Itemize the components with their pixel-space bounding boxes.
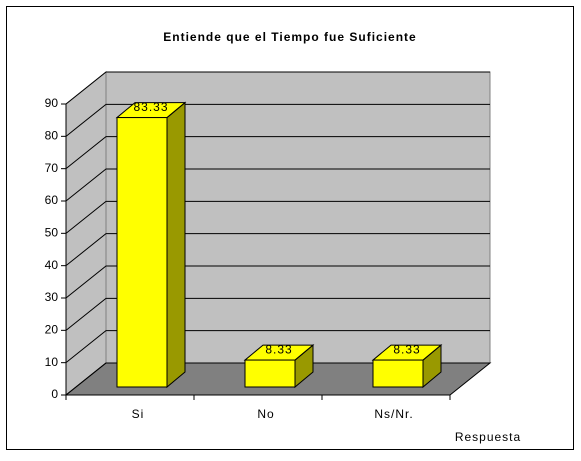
x-axis-label: Respuesta bbox=[455, 430, 521, 444]
grid-line bbox=[65, 362, 490, 396]
y-tick-label: 70 bbox=[45, 161, 59, 175]
bar bbox=[244, 359, 296, 388]
grid-line bbox=[65, 103, 490, 137]
grid-line bbox=[65, 233, 490, 267]
grid-line bbox=[65, 330, 490, 364]
x-tick-label: Si bbox=[132, 407, 145, 421]
y-tick-label: 90 bbox=[45, 96, 59, 110]
chart-title: Entiende que el Tiempo fue Suficiente bbox=[163, 30, 416, 44]
grid-line bbox=[65, 297, 490, 331]
y-tick-label: 20 bbox=[45, 323, 59, 337]
value-label: 8.33 bbox=[393, 343, 420, 357]
y-tick-label: 0 bbox=[51, 387, 58, 401]
value-label: 83.33 bbox=[133, 100, 168, 114]
y-tick-label: 30 bbox=[45, 290, 59, 304]
x-tick-label: Ns/Nr. bbox=[374, 407, 413, 421]
grid-line bbox=[65, 265, 490, 299]
grid-line bbox=[65, 71, 490, 105]
y-tick-label: 60 bbox=[45, 193, 59, 207]
bar-side bbox=[166, 101, 186, 389]
bar bbox=[372, 359, 424, 388]
grid-line bbox=[65, 136, 490, 170]
value-label: 8.33 bbox=[265, 343, 292, 357]
y-tick-label: 50 bbox=[45, 226, 59, 240]
y-tick-label: 80 bbox=[45, 129, 59, 143]
x-tick-label: No bbox=[257, 407, 274, 421]
y-tick-label: 40 bbox=[45, 258, 59, 272]
bar bbox=[116, 117, 168, 388]
grid-line bbox=[65, 168, 490, 202]
y-tick-label: 10 bbox=[45, 355, 59, 369]
grid-line bbox=[65, 200, 490, 234]
